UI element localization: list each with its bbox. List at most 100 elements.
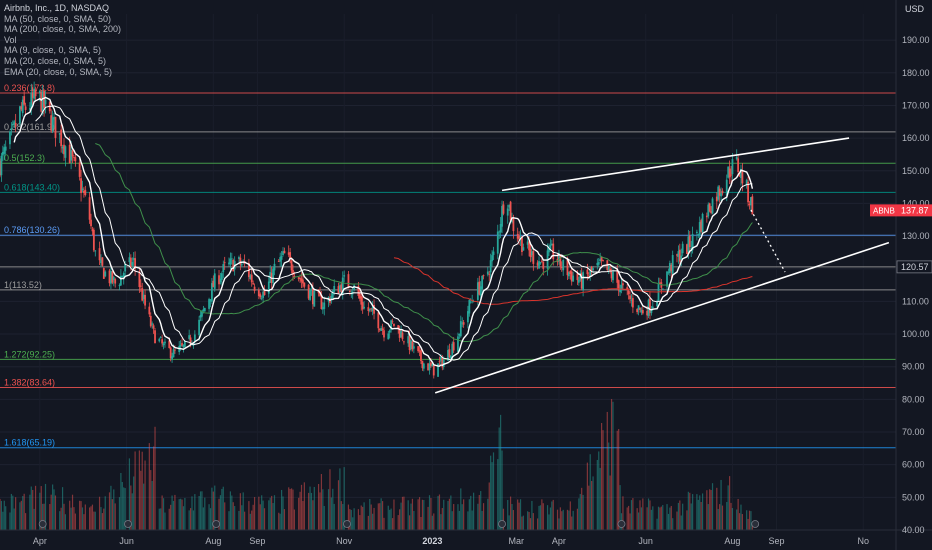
candle-body: [496, 231, 499, 254]
candle-body: [297, 277, 300, 279]
candle-body: [381, 328, 384, 330]
volume-bar: [389, 509, 391, 530]
candle-body: [182, 344, 185, 348]
candle-body: [488, 273, 491, 275]
candle-body: [0, 161, 1, 176]
volume-bar: [54, 495, 57, 530]
candle-body: [209, 299, 212, 302]
candle-body: [590, 266, 593, 271]
volume-bar: [409, 515, 411, 530]
candle-body: [708, 203, 711, 212]
volume-bar: [103, 508, 105, 530]
volume-bar: [180, 498, 182, 530]
candle-body: [469, 301, 472, 303]
candle-body: [370, 308, 373, 310]
candle-body: [512, 218, 515, 232]
volume-bar: [717, 508, 719, 530]
candle-body: [646, 310, 649, 316]
earnings-icon: [498, 520, 506, 528]
candle-body: [678, 249, 681, 262]
candle-body: [671, 255, 674, 274]
volume-bar: [124, 488, 126, 530]
volume-bar: [164, 512, 166, 530]
candle-body: [380, 328, 383, 331]
candle-body: [410, 340, 412, 350]
volume-bar: [209, 508, 212, 530]
candle-body: [21, 99, 24, 114]
volume-bar: [738, 513, 741, 530]
candle-body: [668, 263, 671, 274]
volume-bar: [549, 507, 551, 530]
volume-bar: [707, 504, 709, 530]
volume-bar: [150, 470, 152, 530]
candle-body: [508, 204, 511, 208]
volume-bar: [299, 491, 301, 530]
volume-bar: [390, 508, 392, 530]
volume-bar: [433, 513, 435, 530]
volume-bar: [261, 495, 263, 530]
volume-bar: [153, 446, 155, 530]
volume-bar: [269, 497, 271, 530]
candle-body: [715, 196, 718, 202]
volume-bar: [626, 507, 628, 530]
volume-bar: [458, 510, 460, 530]
candle-body: [559, 254, 562, 267]
volume-bar: [457, 504, 459, 530]
candle-body: [596, 262, 599, 266]
candle-body: [650, 309, 653, 314]
volume-bar: [222, 486, 224, 530]
earnings-icon: [751, 520, 760, 528]
candlesticks: [0, 81, 754, 379]
candle-body: [408, 334, 411, 351]
candle-body: [532, 251, 535, 264]
candle-body: [649, 298, 651, 313]
volume-bar: [133, 476, 135, 530]
volume-bar: [319, 492, 321, 530]
volume-bar: [84, 504, 86, 530]
candle-body: [144, 294, 146, 306]
volume-bar: [148, 443, 150, 530]
volume-bar: [208, 504, 210, 530]
candle-body: [620, 284, 623, 291]
candle-body: [339, 285, 341, 292]
candle-body: [627, 290, 630, 295]
candle-body: [579, 272, 582, 281]
volume-bar: [39, 492, 41, 530]
candle-body: [267, 281, 270, 294]
candle-body: [152, 325, 155, 329]
candle-body: [599, 259, 602, 262]
volume-bar: [144, 460, 146, 530]
candle-body: [218, 275, 220, 285]
volume-bar: [571, 516, 573, 530]
volume-bar: [238, 510, 240, 530]
volume-bar: [0, 500, 3, 530]
candle-body: [71, 150, 74, 157]
candle-body: [626, 287, 629, 290]
currency-label[interactable]: USD: [904, 4, 924, 14]
volume-bar: [637, 512, 640, 530]
candle-body: [388, 330, 391, 333]
indicator-legend: Airbnb, Inc., 1D, NASDAQ MA (50, close, …: [4, 3, 121, 77]
candle-body: [711, 198, 714, 214]
volume-bar: [411, 498, 414, 530]
candle-body: [101, 257, 104, 266]
volume-bar: [529, 518, 532, 530]
candle-body: [249, 275, 252, 280]
candle-body: [168, 340, 171, 349]
candle-body: [20, 106, 23, 110]
volume-bar: [83, 514, 85, 530]
candle-body: [751, 196, 754, 215]
candle-body: [100, 259, 102, 263]
candle-body: [539, 262, 542, 264]
candle-body: [589, 269, 592, 276]
candle-body: [108, 270, 111, 284]
volume-bar: [488, 482, 490, 530]
volume-bar: [121, 482, 123, 530]
volume-bar: [470, 495, 472, 530]
legend-ema20: EMA (20, close, 0, SMA, 5): [4, 66, 113, 77]
volume-bar: [329, 469, 331, 530]
volume-bar: [628, 505, 630, 530]
candle-body: [417, 346, 420, 352]
legend-ma200: MA (200, close, 0, SMA, 200): [4, 24, 122, 35]
